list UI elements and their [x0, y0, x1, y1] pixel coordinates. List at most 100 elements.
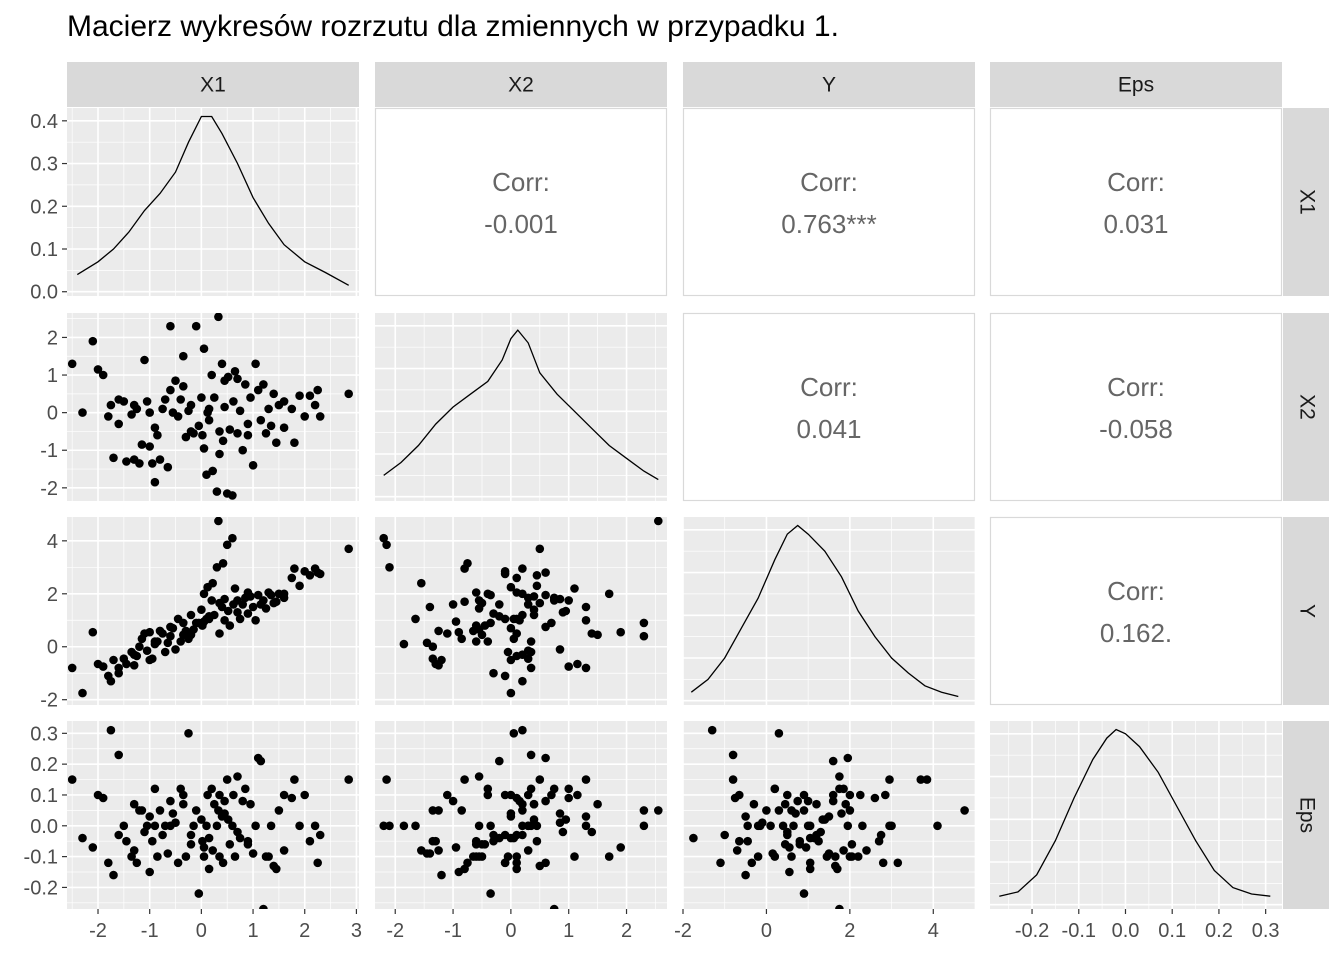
- data-point: [549, 904, 559, 909]
- data-point: [474, 821, 484, 831]
- data-point: [735, 836, 744, 846]
- data-point: [194, 421, 204, 431]
- data-point: [114, 750, 123, 760]
- data-point: [471, 840, 481, 849]
- data-point: [500, 858, 510, 868]
- y-tick-label: 0: [47, 637, 58, 659]
- data-point: [166, 796, 175, 806]
- data-point: [448, 796, 458, 806]
- data-point: [489, 609, 498, 618]
- data-point: [142, 397, 152, 406]
- data-point: [344, 544, 354, 554]
- data-point: [160, 395, 170, 404]
- column-strip: [375, 62, 667, 107]
- panel-X2-Eps: Corr: -0.058: [989, 312, 1283, 502]
- data-point: [266, 590, 276, 600]
- data-point: [229, 397, 238, 406]
- data-point: [261, 429, 271, 438]
- row-strip-label: Y: [1295, 604, 1318, 618]
- data-point: [581, 812, 591, 821]
- data-point: [526, 637, 536, 646]
- x-tick-label: 0.0: [1112, 920, 1140, 942]
- data-point: [135, 459, 144, 468]
- data-point: [215, 629, 224, 638]
- x-tick-label: 1: [247, 920, 258, 942]
- data-point: [98, 370, 108, 380]
- data-point: [248, 602, 258, 612]
- x-tick-label: 2: [621, 920, 632, 942]
- data-point: [512, 573, 521, 583]
- data-point: [716, 858, 725, 868]
- data-point: [818, 815, 827, 824]
- data-point: [509, 634, 519, 644]
- data-point: [512, 864, 521, 874]
- data-point: [457, 806, 467, 815]
- data-point: [150, 784, 160, 794]
- data-point: [749, 799, 759, 809]
- data-point: [541, 796, 550, 806]
- data-point: [805, 833, 815, 843]
- data-point: [179, 799, 188, 809]
- data-point: [220, 809, 229, 818]
- x-tick-label: 0.3: [1252, 920, 1280, 942]
- data-point: [604, 589, 614, 599]
- data-point: [272, 438, 281, 448]
- data-point: [207, 370, 216, 380]
- data-point: [259, 380, 268, 389]
- data-point: [801, 843, 811, 852]
- data-point: [828, 796, 838, 806]
- data-point: [186, 610, 196, 620]
- x-tick-label: -1: [444, 920, 462, 942]
- data-point: [451, 617, 461, 626]
- data-point: [222, 775, 232, 784]
- data-point: [523, 600, 533, 609]
- column-strip: [67, 62, 359, 107]
- data-point: [148, 459, 157, 468]
- panel-Y-X2: [375, 517, 667, 705]
- y-tick-label: 0.0: [30, 816, 58, 838]
- data-point: [837, 809, 846, 818]
- x-tick-label: -1: [141, 920, 159, 942]
- y-tick-label: 0.1: [30, 785, 58, 807]
- data-point: [417, 578, 426, 588]
- data-point: [558, 827, 568, 837]
- data-point: [532, 836, 542, 846]
- data-point: [279, 397, 289, 406]
- data-point: [564, 596, 573, 605]
- y-tick-label: 4: [47, 531, 58, 553]
- data-point: [305, 571, 315, 580]
- data-point: [448, 600, 458, 609]
- data-point: [805, 858, 815, 868]
- data-point: [220, 402, 229, 412]
- data-point: [176, 637, 185, 646]
- row-strip: [1283, 313, 1329, 501]
- y-tick-label: 2: [47, 584, 58, 606]
- data-point: [186, 840, 196, 849]
- data-point: [228, 533, 237, 543]
- data-point: [269, 389, 279, 399]
- data-point: [241, 380, 250, 389]
- data-point: [573, 659, 582, 669]
- data-point: [261, 604, 271, 613]
- data-point: [310, 400, 320, 410]
- data-point: [564, 793, 573, 803]
- data-point: [881, 790, 890, 800]
- data-point: [163, 462, 173, 472]
- y-tick-label: 0.2: [30, 754, 58, 776]
- data-point: [142, 646, 152, 655]
- data-point: [518, 725, 527, 735]
- data-point: [523, 593, 533, 603]
- data-point: [573, 790, 582, 800]
- data-point: [843, 821, 853, 831]
- data-point: [758, 818, 767, 827]
- data-point: [639, 821, 649, 831]
- data-point: [251, 616, 260, 625]
- data-point: [933, 821, 942, 831]
- data-point: [78, 688, 87, 698]
- data-point: [127, 410, 136, 419]
- data-point: [720, 830, 729, 840]
- data-point: [541, 753, 550, 763]
- data-point: [768, 849, 777, 858]
- data-point: [218, 858, 228, 868]
- data-point: [153, 430, 162, 440]
